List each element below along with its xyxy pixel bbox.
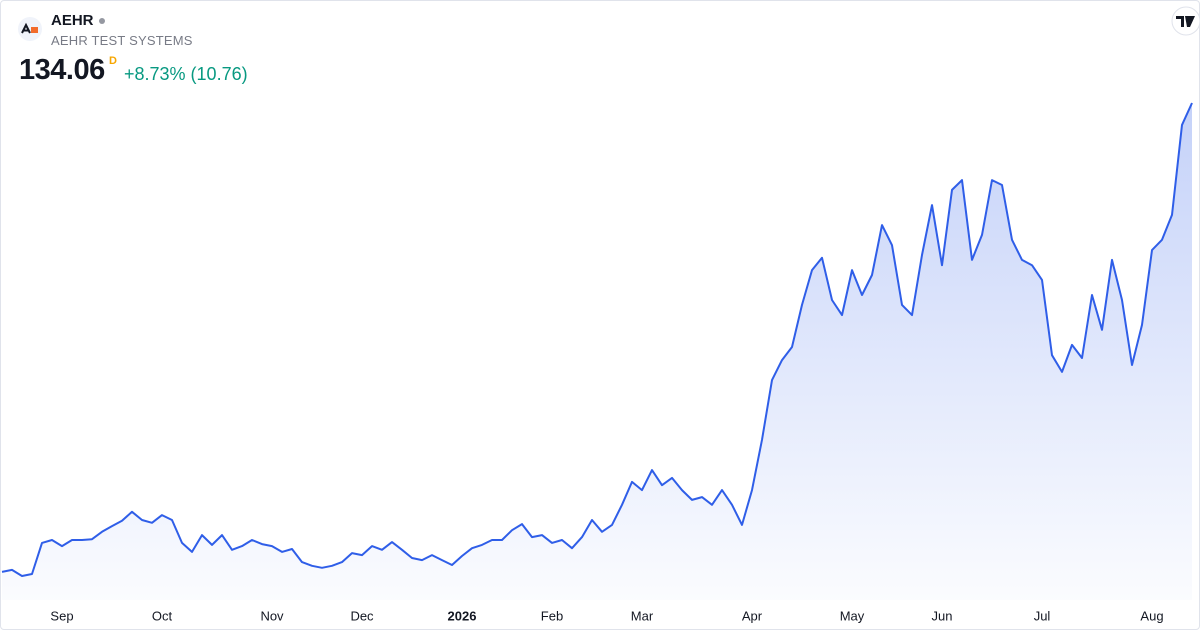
x-tick-label: Nov — [260, 608, 284, 623]
interval: D — [109, 55, 117, 67]
price-line — [1, 102, 1193, 577]
x-tick-label: Feb — [541, 608, 563, 623]
price-change: +8.73% (10.76) — [124, 64, 248, 84]
price: 134.06 — [19, 54, 105, 86]
x-tick-label: May — [840, 608, 865, 623]
x-tick-label: Apr — [742, 608, 763, 623]
x-tick-label: Dec — [350, 608, 374, 623]
area-fill — [2, 103, 1192, 600]
x-tick-label: Sep — [50, 608, 73, 623]
status-dot — [98, 18, 105, 25]
company-name: AEHR TEST SYSTEMS — [51, 33, 193, 48]
tradingview-logo[interactable] — [1171, 6, 1200, 36]
x-tick-label: 2026 — [448, 608, 477, 623]
x-tick-label: Mar — [631, 608, 654, 623]
logo — [18, 17, 42, 41]
x-tick-label: Jun — [932, 608, 953, 623]
x-tick-label: Oct — [152, 608, 173, 623]
x-tick-label: Aug — [1140, 608, 1163, 623]
ticker-text: AEHR — [51, 12, 94, 29]
x-tick-label: Jul — [1034, 608, 1051, 623]
ticker: AEHR — [51, 12, 105, 29]
